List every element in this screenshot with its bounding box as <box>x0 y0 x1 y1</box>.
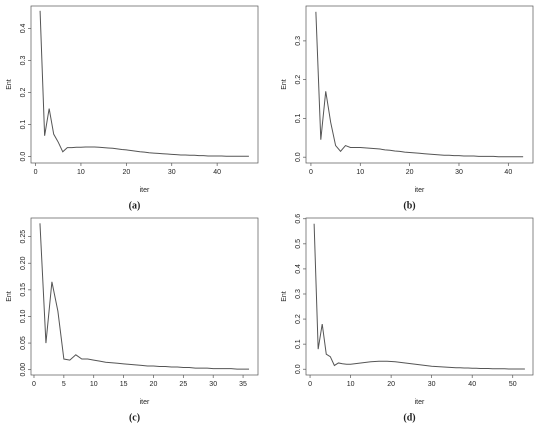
data-line <box>39 223 250 370</box>
caption: (d) <box>403 412 415 423</box>
y-tick-label: 0.0 <box>295 152 302 162</box>
plot-box <box>305 5 534 164</box>
y-tick-label: 0.2 <box>295 314 302 324</box>
y-tick-label: 0.4 <box>20 23 27 33</box>
data-line <box>315 11 524 158</box>
y-tick-label: 0.3 <box>20 55 27 65</box>
y-axis-label: Ent <box>281 79 288 90</box>
x-tick-label: 40 <box>504 169 512 176</box>
x-tick-label: 20 <box>150 381 158 388</box>
x-tick-label: 30 <box>455 169 463 176</box>
y-axis-label: Ent <box>281 291 288 302</box>
x-tick-label: 35 <box>239 381 247 388</box>
x-tick-label: 20 <box>122 169 130 176</box>
x-tick-label: 40 <box>468 381 476 388</box>
y-tick-label: 0.00 <box>20 363 27 377</box>
y-tick-label: 0.10 <box>20 310 27 324</box>
x-tick-label: 20 <box>387 381 395 388</box>
x-tick-label: 5 <box>62 381 66 388</box>
chart-panel: 0 10 20 30 40 50 0.0 0.1 0.2 0.3 0.4 0.5 0.6 iter Ent (… <box>281 214 534 423</box>
y-tick-label: 0.2 <box>20 88 27 98</box>
x-tick-label: 10 <box>356 169 364 176</box>
x-tick-label: 10 <box>347 381 355 388</box>
y-tick-label: 0.0 <box>295 364 302 374</box>
x-axis-label: iter <box>140 187 150 194</box>
x-tick-label: 30 <box>209 381 217 388</box>
x-tick-label: 40 <box>213 169 221 176</box>
y-tick-label: 0.15 <box>20 283 27 297</box>
y-tick-label: 0.4 <box>295 264 302 274</box>
chart-panel: 0 10 20 30 40 0.0 0.1 0.2 0.3 iter Ent (b) <box>281 5 534 211</box>
x-tick-label: 10 <box>90 381 98 388</box>
y-tick-label: 0.1 <box>20 120 27 130</box>
y-tick-label: 0.0 <box>20 152 27 162</box>
x-tick-label: 0 <box>308 381 312 388</box>
x-axis-label: iter <box>415 399 425 406</box>
caption: (c) <box>129 412 140 423</box>
y-tick-label: 0.3 <box>295 289 302 299</box>
x-tick-label: 50 <box>509 381 517 388</box>
y-tick-label: 0.5 <box>295 239 302 249</box>
x-tick-label: 30 <box>168 169 176 176</box>
y-tick-label: 0.6 <box>295 214 302 224</box>
y-tick-label: 0.2 <box>295 75 302 85</box>
plot-box <box>30 5 259 164</box>
x-tick-label: 0 <box>32 381 36 388</box>
y-tick-label: 0.05 <box>20 336 27 350</box>
x-tick-label: 0 <box>309 169 313 176</box>
y-tick-label: 0.3 <box>295 36 302 46</box>
chart-panel: 0 5 10 15 20 25 30 35 0.00 0.05 0.10 0.15 0.20 0.25 it… <box>6 217 259 423</box>
caption: (a) <box>129 200 141 211</box>
data-line <box>313 223 525 370</box>
x-tick-label: 20 <box>406 169 414 176</box>
y-axis-label: Ent <box>6 79 13 90</box>
plot-box <box>305 217 534 376</box>
y-tick-label: 0.1 <box>295 339 302 349</box>
x-tick-label: 25 <box>179 381 187 388</box>
y-tick-label: 0.25 <box>20 230 27 244</box>
chart-panel: 0 10 20 30 40 0.0 0.1 0.2 0.3 0.4 iter Ent (a) <box>6 5 259 211</box>
x-axis-label: iter <box>140 399 150 406</box>
x-tick-label: 10 <box>77 169 85 176</box>
x-tick-label: 0 <box>34 169 38 176</box>
y-axis-label: Ent <box>6 291 13 302</box>
x-tick-label: 15 <box>120 381 128 388</box>
y-tick-label: 0.1 <box>295 113 302 123</box>
plot-box <box>30 217 259 376</box>
x-axis-label: iter <box>415 187 425 194</box>
data-line <box>39 10 249 157</box>
y-tick-label: 0.20 <box>20 256 27 270</box>
x-tick-label: 30 <box>428 381 436 388</box>
caption: (b) <box>403 200 415 211</box>
